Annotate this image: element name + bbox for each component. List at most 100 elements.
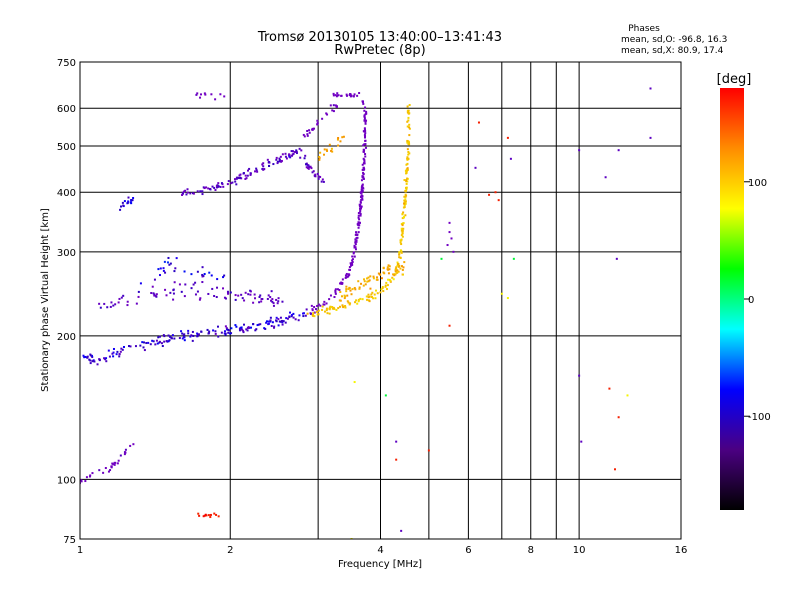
data-point xyxy=(357,300,360,303)
data-point xyxy=(364,155,367,158)
data-point xyxy=(386,268,389,271)
data-point xyxy=(105,357,108,360)
data-point xyxy=(212,329,215,332)
data-point xyxy=(258,301,261,304)
data-point xyxy=(209,516,212,519)
data-point xyxy=(348,268,351,271)
data-point xyxy=(626,394,629,397)
data-point xyxy=(152,292,155,295)
data-point xyxy=(276,160,279,163)
data-point xyxy=(285,157,288,160)
data-point xyxy=(322,180,325,183)
data-point xyxy=(321,305,324,308)
data-point xyxy=(404,202,407,205)
data-point xyxy=(171,334,174,337)
data-point xyxy=(184,283,187,286)
data-point xyxy=(298,147,301,150)
data-point xyxy=(403,206,406,209)
data-point xyxy=(354,288,357,291)
data-point xyxy=(353,255,356,258)
data-point xyxy=(382,271,385,274)
data-point xyxy=(122,345,125,348)
data-point xyxy=(407,119,410,122)
data-point xyxy=(209,187,212,190)
data-point xyxy=(349,262,352,265)
data-point xyxy=(267,294,270,297)
data-point xyxy=(196,332,199,335)
data-point xyxy=(185,193,188,196)
data-point xyxy=(356,302,359,305)
data-point xyxy=(242,329,245,332)
data-point xyxy=(304,314,307,317)
data-point xyxy=(242,172,245,175)
data-point xyxy=(361,195,364,198)
data-point xyxy=(506,297,509,300)
data-point xyxy=(400,227,403,230)
data-point xyxy=(126,300,129,303)
data-point xyxy=(316,304,319,307)
data-point xyxy=(118,297,121,300)
data-point xyxy=(365,112,368,115)
data-point xyxy=(234,324,237,327)
data-point xyxy=(239,176,242,179)
data-point xyxy=(196,290,199,293)
data-point xyxy=(353,246,356,249)
data-point xyxy=(263,168,266,171)
data-point xyxy=(308,131,311,134)
data-point xyxy=(201,273,204,276)
data-point xyxy=(402,266,405,269)
data-point xyxy=(406,105,409,108)
data-point xyxy=(617,416,620,419)
data-point xyxy=(230,182,233,185)
data-point xyxy=(271,300,274,303)
data-point xyxy=(224,332,227,335)
data-point xyxy=(397,263,400,266)
data-point xyxy=(330,149,333,152)
data-point xyxy=(292,316,295,319)
data-point xyxy=(349,302,352,305)
data-point xyxy=(267,320,270,323)
data-point xyxy=(281,300,284,303)
data-point xyxy=(359,200,362,203)
data-point xyxy=(126,201,129,204)
colorbar-tick-label: 100 xyxy=(748,178,767,189)
data-point xyxy=(211,287,214,290)
data-point xyxy=(103,357,106,360)
data-point xyxy=(474,166,477,169)
data-point xyxy=(427,449,430,452)
data-point xyxy=(366,280,369,283)
data-point xyxy=(284,321,287,324)
data-point xyxy=(124,448,127,451)
data-point xyxy=(129,345,132,348)
data-point xyxy=(83,356,86,359)
data-point xyxy=(351,259,354,262)
data-point xyxy=(199,96,202,99)
data-point xyxy=(408,143,411,146)
data-point xyxy=(82,354,85,357)
data-point xyxy=(403,199,406,202)
data-point xyxy=(400,529,403,532)
data-point xyxy=(209,513,212,516)
data-point xyxy=(406,156,409,159)
data-point xyxy=(107,349,110,352)
data-point xyxy=(80,479,83,482)
data-point xyxy=(312,170,315,173)
data-point xyxy=(358,218,361,221)
data-point xyxy=(245,328,248,331)
data-point xyxy=(401,232,404,235)
data-point xyxy=(274,319,277,322)
data-point xyxy=(316,119,319,122)
data-point xyxy=(382,290,385,293)
data-point xyxy=(196,92,199,95)
data-point xyxy=(329,305,332,308)
data-point xyxy=(384,285,387,288)
data-point xyxy=(223,95,226,98)
data-point xyxy=(204,93,207,96)
data-point xyxy=(165,294,168,297)
data-point xyxy=(342,135,345,138)
data-point xyxy=(345,288,348,291)
data-point xyxy=(366,277,369,280)
x-tick-label: 4 xyxy=(377,545,383,556)
data-point xyxy=(159,267,162,270)
data-point xyxy=(343,294,346,297)
